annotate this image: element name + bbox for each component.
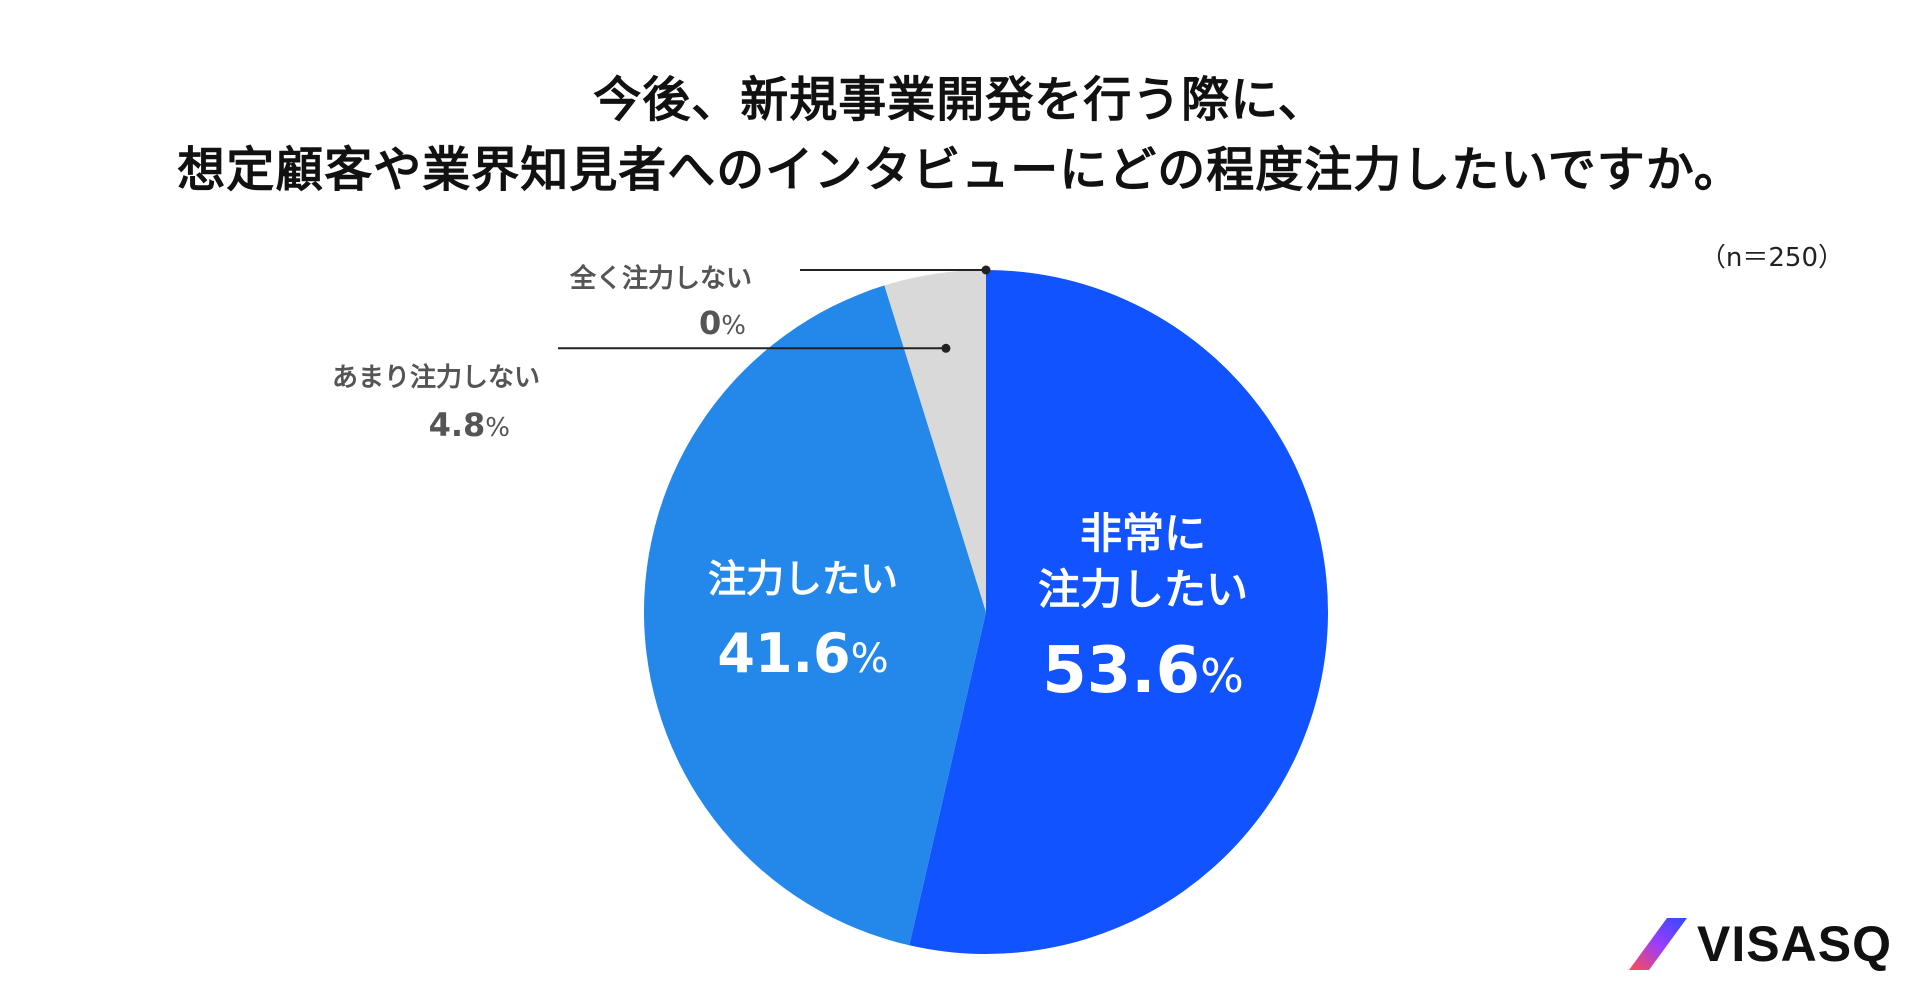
slice-label-3: 全く注力しない bbox=[569, 263, 752, 294]
sample-size-label: （n＝250） bbox=[1699, 243, 1844, 273]
slice-label-1-0: 注力したい bbox=[708, 557, 898, 601]
slice-value-1: 41.6% bbox=[717, 622, 888, 685]
slice-label-0-1: 注力したい bbox=[1038, 565, 1248, 614]
pie-slice-2 bbox=[884, 270, 986, 612]
slice-value-0: 53.6% bbox=[1042, 634, 1244, 708]
pie-slice-0 bbox=[909, 270, 1328, 954]
slice-value-3: 0% bbox=[699, 304, 746, 342]
logo-text: VISASQ bbox=[1697, 916, 1892, 972]
leader-dot-3 bbox=[981, 265, 991, 275]
logo-slash-icon bbox=[1629, 918, 1688, 970]
visasq-logo: VISASQ bbox=[1629, 915, 1892, 973]
slice-label-2: あまり注力しない bbox=[332, 362, 540, 393]
slice-value-2: 4.8% bbox=[429, 406, 510, 444]
pie-slice-1 bbox=[644, 285, 986, 946]
chart-title-line-1: 今後、新規事業開発を行う際に、 bbox=[593, 72, 1327, 128]
slice-label-0-0: 非常に bbox=[1080, 509, 1206, 558]
leader-dot-2 bbox=[941, 343, 951, 353]
chart-title-line-2: 想定顧客や業界知見者へのインタビューにどの程度注力したいですか。 bbox=[177, 142, 1743, 198]
